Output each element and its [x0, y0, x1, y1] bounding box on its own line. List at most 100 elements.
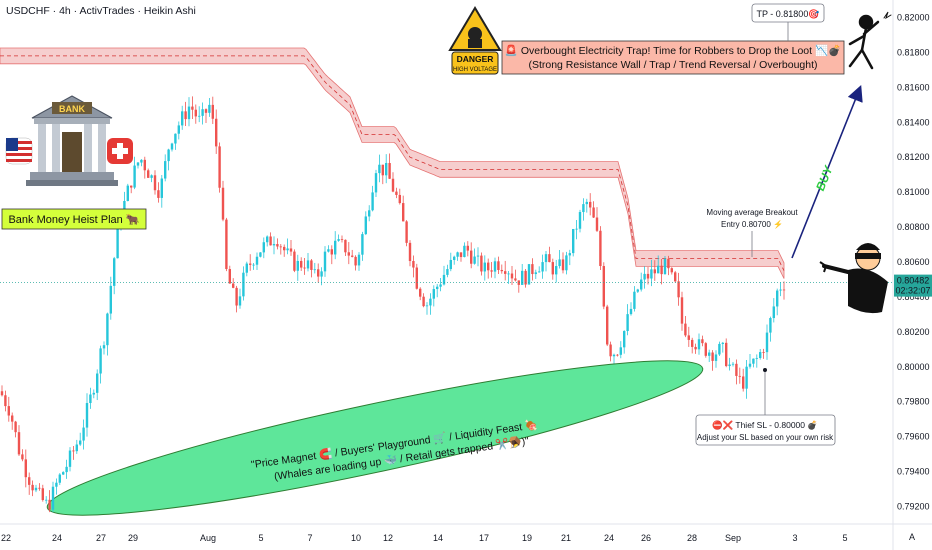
candle-body [718, 343, 721, 355]
candle-body [351, 255, 354, 257]
candle-body [82, 427, 85, 441]
candle-body [527, 264, 531, 285]
candle-body [500, 269, 503, 272]
candle-body [374, 173, 378, 193]
candle-body [633, 291, 636, 309]
candle-body [41, 488, 44, 501]
candle-body [170, 143, 174, 150]
candle-body [442, 274, 446, 285]
candle-body [330, 249, 333, 255]
candle-body [572, 228, 575, 254]
candle-body [721, 342, 724, 344]
candle-body [538, 271, 541, 273]
candle-body [708, 352, 711, 356]
candle-body [259, 252, 262, 257]
candle-body [201, 109, 204, 116]
price-tick-2: 0.79600 [897, 432, 930, 442]
price-tick-14: 0.82000 [897, 12, 930, 22]
candle-body [147, 170, 150, 178]
time-tick-15: 28 [687, 533, 697, 543]
candle-body [585, 201, 588, 205]
candle-body [531, 264, 534, 275]
candle-body [480, 255, 483, 272]
candle-body [272, 244, 276, 246]
candle-body [507, 273, 510, 275]
sl-label-2: Adjust your SL based on your own risk [697, 433, 834, 442]
trap-box [501, 40, 845, 75]
candle-body [776, 290, 779, 307]
candle-body [735, 363, 738, 376]
tp-label: TP - 0.81800🎯 [756, 9, 819, 19]
candle-body [534, 272, 537, 275]
candle-body [612, 354, 616, 357]
robber-escaping-icon [848, 11, 892, 70]
candle-body [504, 271, 507, 274]
candle-body [575, 228, 578, 230]
candle-body [58, 474, 61, 483]
candle-body [680, 297, 684, 324]
candle-body [728, 364, 731, 367]
candle-body [422, 296, 425, 307]
candle-body [126, 185, 129, 201]
entry-label-2: Entry 0.80700 ⚡ [721, 219, 783, 229]
liquidity-zone [46, 360, 704, 516]
thief-icon [819, 243, 888, 314]
price-tick-8: 0.80800 [897, 222, 930, 232]
candle-body [755, 357, 758, 359]
candle-body [742, 376, 745, 389]
candle-body [204, 109, 208, 113]
candle-body [286, 248, 289, 251]
candle-body [232, 283, 235, 288]
candle-body [191, 106, 194, 110]
candle-body [344, 239, 347, 253]
candle-body [17, 432, 21, 455]
candle-body [133, 165, 136, 188]
candle-body [609, 344, 612, 357]
candle-body [75, 444, 78, 452]
candle-body [714, 354, 718, 361]
candle-body [368, 210, 371, 217]
price-tick-1: 0.79400 [897, 467, 930, 477]
candle-body [45, 499, 48, 501]
candle-body [354, 256, 357, 266]
candle-body [402, 203, 405, 222]
candle-body [62, 472, 65, 475]
candle-body [38, 487, 41, 489]
candle-body [697, 339, 701, 350]
candle-body [643, 273, 646, 280]
candle-body [470, 250, 473, 264]
candle-body [68, 450, 72, 467]
time-tick-7: 10 [351, 533, 361, 543]
candle-body [51, 486, 55, 510]
candle-body [283, 246, 286, 251]
candle-body [160, 178, 163, 198]
candle-body [694, 346, 697, 350]
candle-body [34, 487, 38, 491]
price-tick-0: 0.79200 [897, 502, 930, 512]
candle-body [31, 484, 34, 491]
candle-body [592, 207, 595, 218]
candle-body [4, 395, 7, 407]
candle-body [14, 421, 17, 433]
candle-body [136, 162, 140, 166]
candle-body [599, 230, 602, 267]
candle-body [221, 187, 225, 220]
danger-sign-icon: DANGER HIGH VOLTAGE [448, 6, 502, 75]
candle-body [701, 339, 704, 344]
candle-body [565, 255, 568, 271]
candle-body [408, 242, 412, 262]
axis-mode-label[interactable]: A [909, 532, 915, 542]
candle-body [704, 343, 707, 356]
candle-body [487, 262, 490, 271]
swiss-flag-icon [107, 138, 133, 164]
candle-body [623, 331, 626, 348]
candle-body [235, 287, 238, 306]
candle-body [674, 272, 677, 282]
candle-body [181, 111, 184, 126]
candle-body [765, 332, 769, 353]
candle-body [731, 363, 735, 365]
candle-body [568, 253, 571, 256]
candle-body [242, 272, 245, 297]
candle-body [293, 251, 296, 271]
